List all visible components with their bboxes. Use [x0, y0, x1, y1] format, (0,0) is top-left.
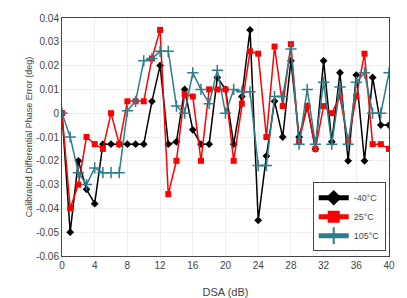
svg-text:25°C: 25°C [354, 212, 375, 222]
svg-text:-40°C: -40°C [354, 193, 378, 203]
svg-text:0.02: 0.02 [40, 60, 60, 71]
svg-text:Calibrated Differential Phase: Calibrated Differential Phase Error (deg… [24, 57, 34, 217]
svg-text:12: 12 [155, 260, 167, 271]
svg-text:24: 24 [253, 260, 265, 271]
svg-text:40: 40 [383, 260, 395, 271]
svg-text:-0.02: -0.02 [36, 155, 59, 166]
svg-text:4: 4 [92, 260, 98, 271]
svg-text:-0.03: -0.03 [36, 179, 59, 190]
svg-text:36: 36 [351, 260, 363, 271]
svg-text:20: 20 [220, 260, 232, 271]
svg-text:0: 0 [53, 108, 59, 119]
svg-text:0: 0 [59, 260, 65, 271]
svg-text:8: 8 [125, 260, 131, 271]
svg-text:-0.06: -0.06 [36, 251, 59, 262]
svg-text:DSA (dB): DSA (dB) [203, 286, 249, 298]
svg-text:28: 28 [285, 260, 297, 271]
svg-text:0.03: 0.03 [40, 36, 60, 47]
svg-text:105°C: 105°C [354, 231, 380, 241]
svg-text:-0.01: -0.01 [36, 132, 59, 143]
svg-text:-0.04: -0.04 [36, 203, 59, 214]
svg-text:-0.05: -0.05 [36, 227, 59, 238]
svg-text:32: 32 [318, 260, 330, 271]
svg-text:0.01: 0.01 [40, 84, 60, 95]
svg-text:0.04: 0.04 [40, 13, 60, 24]
svg-text:16: 16 [187, 260, 199, 271]
